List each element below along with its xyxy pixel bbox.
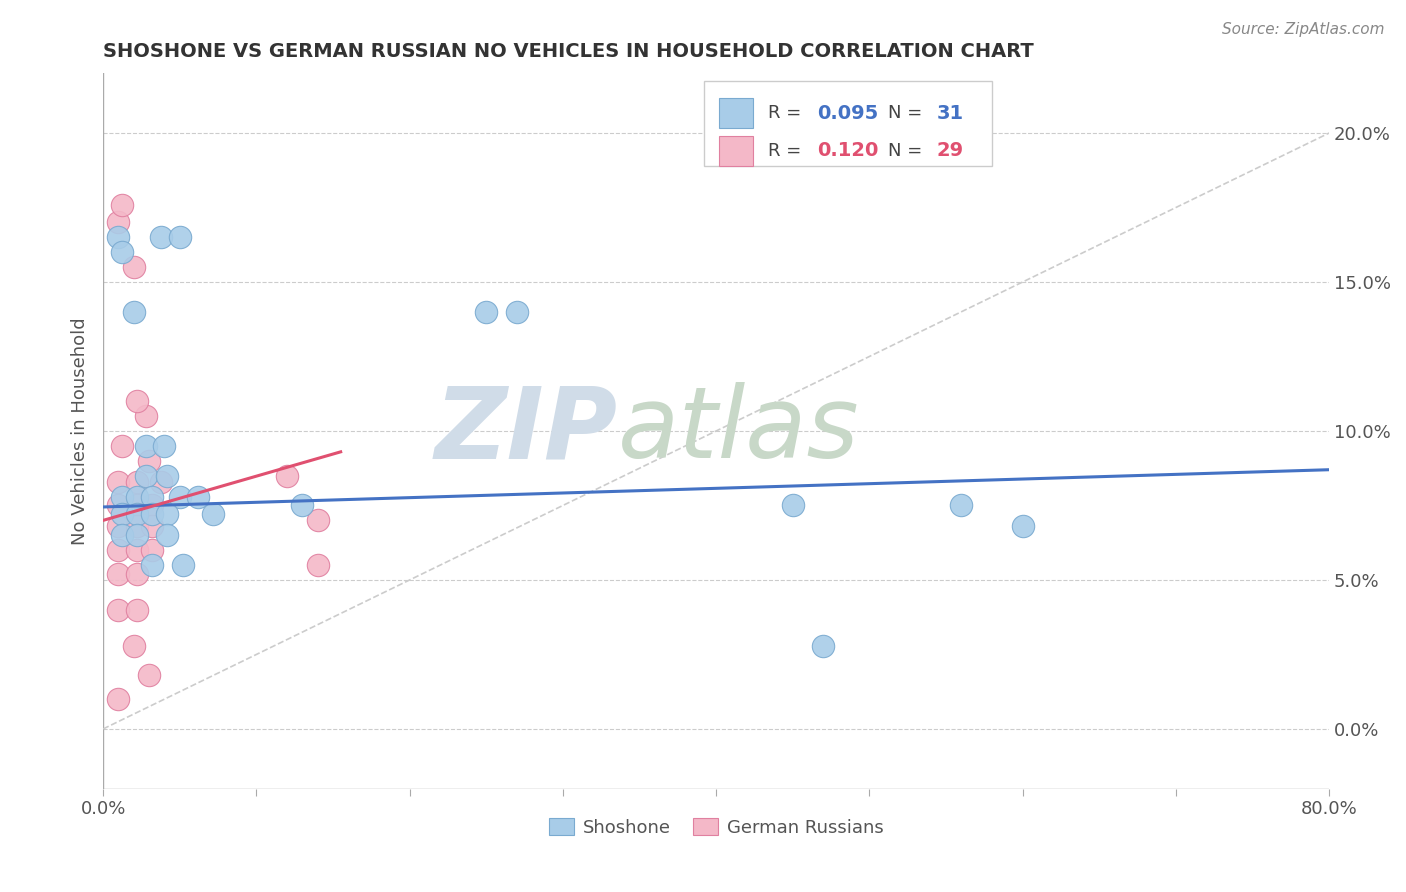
Point [110,245,132,260]
Point [150,475,173,489]
Text: N =: N = [887,142,928,160]
Point [135,468,157,483]
Point [107,519,129,533]
Point [107,543,129,558]
Point [125,475,148,489]
Bar [718,98,754,128]
Point [782,499,804,513]
Point [307,558,329,572]
Text: ZIP: ZIP [434,383,619,480]
Text: 31: 31 [936,103,965,123]
Point [141,490,163,504]
Point [150,230,173,244]
Text: R =: R = [768,104,807,122]
Point [172,558,194,572]
Point [125,508,148,522]
Text: Source: ZipAtlas.com: Source: ZipAtlas.com [1222,22,1385,37]
Point [107,566,129,581]
Point [110,490,132,504]
Point [276,468,298,483]
Point [125,499,148,513]
Text: 29: 29 [936,142,965,161]
Point [307,513,329,527]
Point [138,454,160,468]
Point [1011,519,1033,533]
Text: N =: N = [887,104,928,122]
Point [475,305,498,319]
Legend: Shoshone, German Russians: Shoshone, German Russians [541,811,891,844]
Point [107,215,129,229]
Text: R =: R = [768,142,807,160]
Point [125,566,148,581]
Point [122,305,145,319]
Point [125,394,148,409]
Point [125,519,148,533]
Point [156,508,179,522]
Point [110,528,132,542]
Point [141,558,163,572]
Point [153,439,176,453]
Point [169,490,191,504]
Point [110,197,132,211]
Point [110,439,132,453]
Point [107,603,129,617]
Point [202,508,225,522]
Point [141,499,163,513]
Point [125,603,148,617]
Point [122,260,145,274]
Text: atlas: atlas [619,383,859,480]
Point [107,692,129,706]
Point [950,499,973,513]
Point [156,528,179,542]
Point [156,468,179,483]
Point [813,639,835,653]
Point [135,409,157,423]
Point [138,668,160,682]
Point [110,508,132,522]
Point [107,499,129,513]
Point [107,475,129,489]
Point [141,519,163,533]
Y-axis label: No Vehicles in Household: No Vehicles in Household [72,318,89,545]
Point [506,305,529,319]
Bar [718,136,754,166]
Point [125,528,148,542]
Point [125,490,148,504]
Point [135,439,157,453]
Point [141,508,163,522]
FancyBboxPatch shape [704,80,993,167]
Point [291,499,314,513]
Point [141,543,163,558]
Point [125,543,148,558]
Point [107,230,129,244]
Text: 0.120: 0.120 [817,142,877,161]
Point [187,490,209,504]
Point [122,639,145,653]
Text: SHOSHONE VS GERMAN RUSSIAN NO VEHICLES IN HOUSEHOLD CORRELATION CHART: SHOSHONE VS GERMAN RUSSIAN NO VEHICLES I… [103,42,1033,61]
Text: 0.095: 0.095 [817,103,877,123]
Point [169,230,191,244]
